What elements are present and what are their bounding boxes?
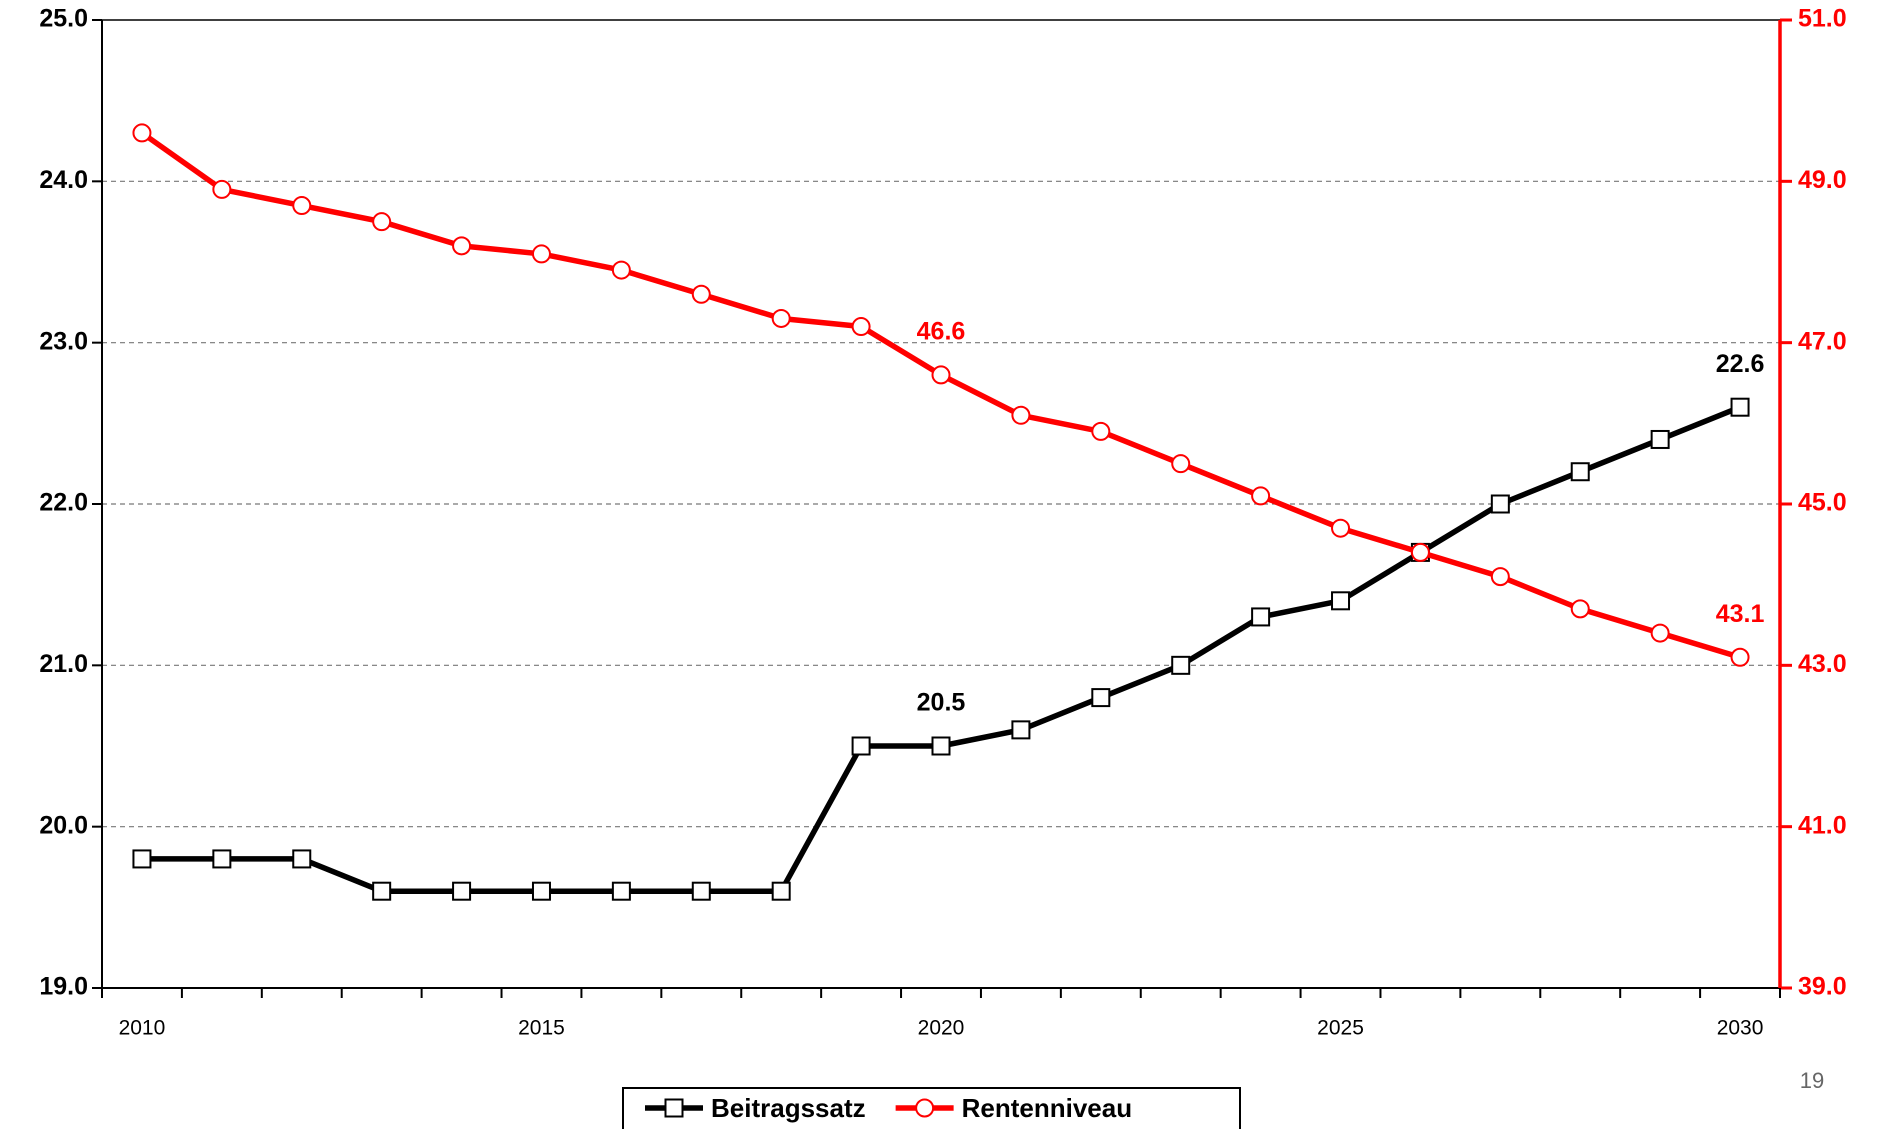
marker (611, 260, 631, 280)
marker (1011, 405, 1031, 425)
marker (292, 196, 312, 216)
marker (1490, 567, 1510, 587)
x-tick-label: 2020 (918, 1017, 965, 1040)
marker (372, 881, 392, 901)
y-tick-label: 20.0 (39, 811, 88, 839)
marker (771, 308, 791, 328)
marker (1091, 421, 1111, 441)
marker (1251, 607, 1271, 627)
page-number: 19 (1800, 1068, 1824, 1093)
x-tick-label: 2015 (518, 1017, 565, 1040)
y2-tick-label: 51.0 (1798, 5, 1847, 33)
x-tick-label: 2025 (1317, 1017, 1364, 1040)
marker (1490, 494, 1510, 514)
marker (1730, 397, 1750, 417)
marker (1091, 688, 1111, 708)
marker (691, 881, 711, 901)
data-label: 43.1 (1716, 600, 1765, 628)
marker (664, 1098, 684, 1118)
marker (1730, 647, 1750, 667)
marker (531, 881, 551, 901)
marker (452, 236, 472, 256)
marker (1410, 542, 1430, 562)
y-tick-label: 22.0 (39, 489, 88, 517)
series-line (141, 404, 1742, 894)
marker (292, 849, 312, 869)
marker (1011, 720, 1031, 740)
marker (851, 736, 871, 756)
marker (132, 849, 152, 869)
marker (931, 736, 951, 756)
y-tick-label: 25.0 (39, 5, 88, 33)
marker (851, 317, 871, 337)
marker (771, 881, 791, 901)
marker (212, 179, 232, 199)
marker (1331, 591, 1351, 611)
marker (1331, 518, 1351, 538)
marker (1171, 655, 1191, 675)
x-tick-label: 2030 (1717, 1017, 1764, 1040)
marker (1251, 486, 1271, 506)
marker (1650, 429, 1670, 449)
legend-label: Beitragssatz (711, 1093, 866, 1123)
x-tick-label: 2010 (119, 1017, 166, 1040)
marker (1650, 623, 1670, 643)
marker (372, 212, 392, 232)
data-label: 22.6 (1716, 350, 1765, 378)
marker (132, 123, 152, 143)
y-tick-label: 24.0 (39, 166, 88, 194)
marker (915, 1098, 935, 1118)
data-label: 20.5 (917, 689, 966, 717)
y-tick-label: 23.0 (39, 327, 88, 355)
marker (611, 881, 631, 901)
y2-tick-label: 39.0 (1798, 973, 1847, 1001)
marker (212, 849, 232, 869)
data-label: 46.6 (917, 318, 966, 346)
marker (1171, 454, 1191, 474)
marker (1570, 599, 1590, 619)
marker (691, 284, 711, 304)
legend: Beitragssatz Rentenniveau (622, 1087, 1241, 1134)
y2-tick-label: 41.0 (1798, 811, 1847, 839)
y2-tick-label: 45.0 (1798, 489, 1847, 517)
marker (1570, 462, 1590, 482)
y2-tick-label: 49.0 (1798, 166, 1847, 194)
legend-label: Rentenniveau (962, 1093, 1133, 1123)
marker (452, 881, 472, 901)
marker (531, 244, 551, 264)
y2-tick-label: 43.0 (1798, 650, 1847, 678)
y-tick-label: 19.0 (39, 973, 88, 1001)
marker (931, 365, 951, 385)
y2-tick-label: 47.0 (1798, 327, 1847, 355)
y-tick-label: 21.0 (39, 650, 88, 678)
